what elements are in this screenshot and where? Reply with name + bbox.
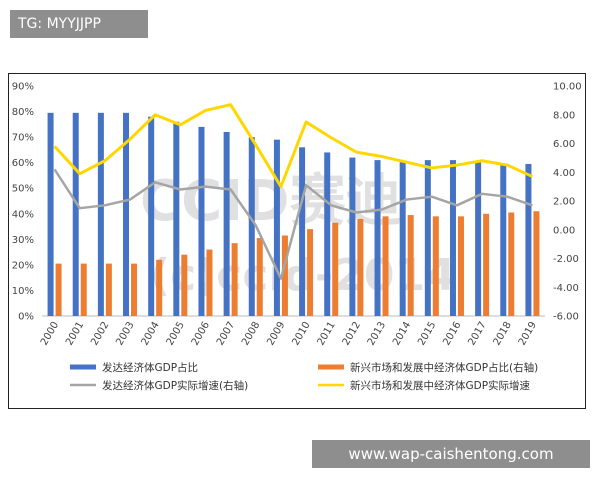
bar-2013-emerging: [382, 216, 389, 316]
x-tick-label-2018: 2018: [492, 320, 514, 348]
bar-2007-developed: [223, 132, 230, 316]
x-tick-label-2011: 2011: [316, 320, 338, 348]
bar-2018-developed: [500, 163, 507, 316]
axes: 0% 10% 20% 30% 40% 50% 60% 70% 80% 90% -6.00 -4.00 -…: [12, 82, 582, 323]
bar-2014-developed: [399, 161, 406, 316]
bar-2005-developed: [173, 121, 180, 317]
chart-frame: [8, 73, 586, 409]
right-tick-label: 6.00: [553, 139, 575, 150]
bar-2001-emerging: [80, 263, 87, 316]
x-tick-label-2013: 2013: [366, 320, 388, 348]
bar-2004-developed: [148, 116, 155, 317]
left-tick-label: 40%: [12, 209, 34, 220]
bar-2003-emerging: [131, 263, 138, 316]
bar-2000-developed: [47, 112, 54, 316]
bar-2004-emerging: [156, 259, 163, 316]
bar-2006-emerging: [206, 249, 213, 316]
bar-2013-developed: [374, 160, 381, 316]
developed-growth-line: [53, 168, 533, 280]
bar-2006-developed: [198, 126, 205, 316]
x-tick-label-2006: 2006: [190, 320, 212, 348]
left-tick-label: 90%: [12, 82, 34, 93]
legend-label-2: 发达经济体GDP实际增速(右轴): [102, 379, 248, 392]
x-tick-label-2000: 2000: [39, 320, 61, 348]
bar-2003-developed: [123, 112, 130, 316]
bar-2001-developed: [72, 112, 79, 316]
bar-2002-emerging: [105, 263, 112, 316]
bar-2002-developed: [97, 112, 104, 316]
left-tick-label: 80%: [12, 107, 34, 118]
right-tick-label: 2.00: [553, 197, 575, 208]
right-tick-label: 8.00: [553, 110, 575, 121]
x-tick-label-2017: 2017: [466, 320, 488, 348]
bar-2000-emerging: [55, 263, 62, 316]
right-tick-label: 0.00: [553, 225, 575, 236]
bar-2019-developed: [525, 163, 532, 316]
x-tick-label-2010: 2010: [290, 320, 312, 348]
right-tick-label: -6.00: [553, 312, 579, 323]
bar-2014-emerging: [407, 215, 414, 316]
bars: [47, 112, 540, 317]
bar-2018-emerging: [508, 212, 515, 316]
legend-label-1: 新兴市场和发展中经济体GDP占比(右轴): [350, 361, 538, 374]
channel-tag-label: TG: MYYJJPP: [10, 10, 148, 38]
left-tick-label: 50%: [12, 184, 34, 195]
bar-2007-emerging: [231, 243, 238, 316]
x-tick-label-2003: 2003: [114, 320, 136, 348]
right-tick-label: 10.00: [553, 82, 582, 93]
x-tick-label-2015: 2015: [416, 320, 438, 348]
bar-2012-developed: [349, 157, 356, 316]
left-tick-label: 20%: [12, 260, 34, 271]
website-tag-label: www.wap-caishentong.com: [312, 440, 590, 468]
legend-label-3: 新兴市场和发展中经济体GDP实际增速: [350, 379, 531, 392]
bar-2011-emerging: [332, 222, 339, 316]
bar-2009-emerging: [281, 235, 288, 316]
bar-2017-emerging: [483, 213, 490, 316]
bar-2015-developed: [424, 160, 431, 316]
emerging-growth-line: [53, 103, 534, 189]
bar-2010-developed: [299, 147, 306, 316]
bar-2005-emerging: [181, 254, 188, 316]
bar-2017-developed: [475, 161, 482, 316]
left-tick-label: 60%: [12, 158, 34, 169]
legend-label-0: 发达经济体GDP占比: [102, 361, 198, 374]
x-tick-label-2007: 2007: [215, 320, 237, 348]
bar-2011-developed: [324, 152, 331, 316]
left-tick-label: 0%: [18, 312, 34, 323]
right-tick-label: -4.00: [553, 283, 579, 294]
bar-2008-emerging: [256, 238, 263, 316]
x-tick-label-2009: 2009: [265, 320, 287, 348]
x-tick-label-2012: 2012: [341, 320, 363, 348]
right-tick-label: 4.00: [553, 168, 575, 179]
legend: 发达经济体GDP占比 新兴市场和发展中经济体GDP占比(右轴) 发达经济体GDP实际…: [70, 361, 538, 392]
bar-2009-developed: [273, 139, 280, 316]
bar-2016-emerging: [457, 216, 464, 316]
bar-2012-emerging: [357, 218, 364, 316]
lines: [53, 103, 534, 280]
bar-2019-emerging: [533, 211, 540, 316]
x-tick-label-2004: 2004: [140, 320, 162, 348]
x-tick-label-2008: 2008: [240, 320, 262, 348]
bar-2008-developed: [248, 137, 255, 316]
bar-2010-emerging: [307, 229, 314, 316]
left-tick-label: 70%: [12, 133, 34, 144]
x-tick-label-2001: 2001: [64, 320, 86, 348]
right-tick-label: -2.00: [553, 254, 579, 265]
bar-2015-emerging: [432, 216, 439, 316]
bar-2016-developed: [449, 160, 456, 316]
x-tick-label-2016: 2016: [441, 320, 463, 348]
x-tick-label-2005: 2005: [165, 320, 187, 348]
x-axis-labels: 2000 2001 2002 2003 2004 2005 2006 2007 2008 2009…: [39, 320, 539, 348]
left-tick-label: 10%: [12, 286, 34, 297]
x-tick-label-2014: 2014: [391, 320, 413, 348]
x-tick-label-2002: 2002: [89, 320, 111, 348]
x-tick-label-2019: 2019: [517, 320, 539, 348]
left-tick-label: 30%: [12, 235, 34, 246]
